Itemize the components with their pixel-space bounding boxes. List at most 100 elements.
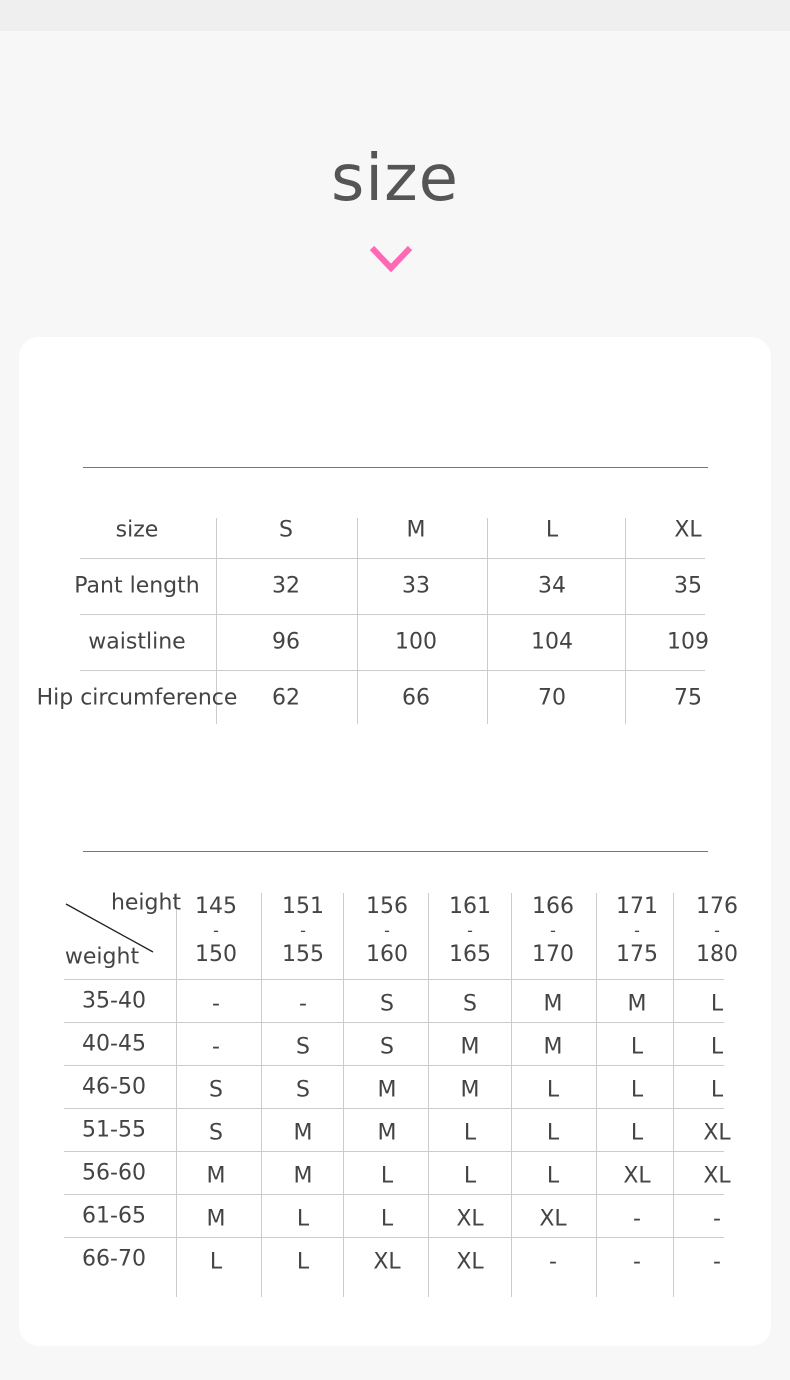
row-divider [80, 558, 705, 559]
height-range-end: 175 [616, 942, 658, 967]
column-divider [487, 518, 488, 724]
height-range-header: 156 - 160 [366, 895, 408, 967]
size-cell: L [463, 1163, 477, 1189]
height-range-header: 151 - 155 [282, 895, 324, 967]
height-range-end: 160 [366, 942, 408, 967]
size-cell: M [460, 1077, 480, 1103]
weight-range-label: 51-55 [82, 1117, 146, 1143]
table-cell: 32 [272, 573, 300, 599]
column-divider [357, 518, 358, 724]
size-cell: XL [623, 1163, 651, 1189]
size-cell: L [463, 1120, 477, 1146]
height-range-start: 166 [532, 894, 574, 919]
row-label: Pant length [74, 573, 200, 599]
range-separator: - [213, 921, 219, 940]
size-cell: L [710, 991, 724, 1017]
weight-range-label: 35-40 [82, 988, 146, 1014]
height-range-header: 171 - 175 [616, 895, 658, 967]
row-divider [64, 1194, 724, 1195]
range-separator: - [467, 921, 473, 940]
range-separator: - [714, 921, 720, 940]
size-cell: XL [703, 1163, 731, 1189]
diagonal-header-line [65, 903, 154, 953]
row-divider [64, 1108, 724, 1109]
table-cell: 109 [667, 629, 709, 655]
column-divider [216, 518, 217, 724]
height-range-start: 156 [366, 894, 408, 919]
row-divider [80, 614, 705, 615]
table-cell: 70 [538, 685, 566, 711]
column-divider [596, 893, 597, 1297]
row-divider [64, 979, 724, 980]
row-label: waistline [88, 629, 186, 655]
size-cell: M [543, 1034, 563, 1060]
divider-top [83, 467, 708, 468]
size-cell: - [212, 991, 220, 1017]
size-cell: S [380, 1034, 394, 1060]
size-cell: M [293, 1163, 313, 1189]
range-separator: - [550, 921, 556, 940]
column-header: L [545, 517, 559, 543]
row-divider [64, 1065, 724, 1066]
range-separator: - [634, 921, 640, 940]
table-cell: 62 [272, 685, 300, 711]
column-divider [261, 893, 262, 1297]
size-cell: XL [539, 1206, 567, 1232]
height-range-header: 161 - 165 [449, 895, 491, 967]
row-divider [80, 670, 705, 671]
column-divider [511, 893, 512, 1297]
height-range-end: 180 [696, 942, 738, 967]
row-label: Hip circumference [36, 685, 238, 711]
size-cell: - [633, 1249, 641, 1275]
row-divider [64, 1237, 724, 1238]
size-cell: M [206, 1206, 226, 1232]
size-cell: M [377, 1120, 397, 1146]
row-divider [64, 1151, 724, 1152]
size-cell: M [293, 1120, 313, 1146]
size-cell: L [630, 1034, 644, 1060]
column-divider [343, 893, 344, 1297]
table-cell: 33 [402, 573, 430, 599]
range-separator: - [384, 921, 390, 940]
column-divider [625, 518, 626, 724]
size-cell: L [380, 1206, 394, 1232]
height-range-end: 165 [449, 942, 491, 967]
height-range-end: 170 [532, 942, 574, 967]
size-chart-card [19, 337, 771, 1346]
size-cell: L [546, 1120, 560, 1146]
size-cell: XL [456, 1249, 484, 1275]
size-cell: S [209, 1077, 223, 1103]
column-header: XL [674, 517, 702, 543]
chevron-down-icon [369, 245, 413, 273]
column-divider [428, 893, 429, 1297]
size-cell: - [549, 1249, 557, 1275]
size-cell: M [206, 1163, 226, 1189]
size-cell: - [633, 1206, 641, 1232]
height-range-start: 171 [616, 894, 658, 919]
size-cell: L [546, 1163, 560, 1189]
column-divider [673, 893, 674, 1297]
table-cell: 35 [674, 573, 702, 599]
height-range-end: 150 [195, 942, 237, 967]
table-cell: 96 [272, 629, 300, 655]
size-cell: - [212, 1034, 220, 1060]
divider-middle [83, 851, 708, 852]
corner-label-height: height [110, 890, 182, 916]
height-range-end: 155 [282, 942, 324, 967]
height-range-start: 151 [282, 894, 324, 919]
table-cell: 75 [674, 685, 702, 711]
height-range-start: 161 [449, 894, 491, 919]
size-cell: S [296, 1077, 310, 1103]
size-cell: L [296, 1206, 310, 1232]
size-cell: L [209, 1249, 223, 1275]
size-cell: XL [456, 1206, 484, 1232]
size-cell: L [380, 1163, 394, 1189]
height-range-header: 176 - 180 [696, 895, 738, 967]
top-strip [0, 0, 790, 31]
column-header: size [115, 517, 159, 543]
height-range-start: 176 [696, 894, 738, 919]
size-cell: XL [373, 1249, 401, 1275]
size-cell: L [710, 1077, 724, 1103]
size-cell: - [713, 1206, 721, 1232]
size-cell: M [460, 1034, 480, 1060]
